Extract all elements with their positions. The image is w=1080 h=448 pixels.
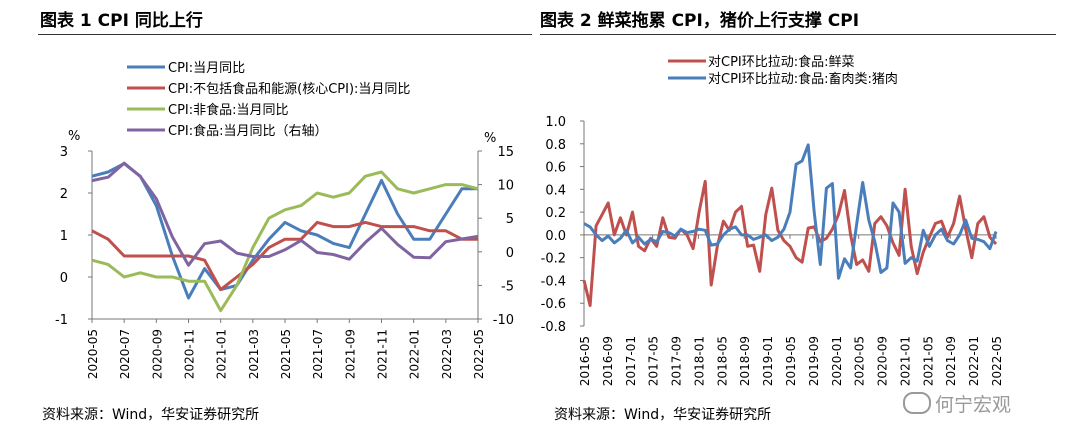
legend-label-1: CPI:当月同比 xyxy=(168,61,245,76)
x-tick-label: 2018-01 xyxy=(692,336,706,386)
series-line-2 xyxy=(91,220,478,292)
series-line-2 xyxy=(583,143,998,280)
left-chart-source: 资料来源：Wind，华安证券研究所 xyxy=(42,407,260,423)
x-tick-label: 2019-01 xyxy=(761,336,775,386)
x-tick-label: 2020-01 xyxy=(830,336,844,386)
y-tick-label: -0.8 xyxy=(541,320,566,335)
y-tick-label: -0.2 xyxy=(541,252,566,267)
left-y-tick-label: 1 xyxy=(60,229,68,244)
right-y-unit-label: % xyxy=(484,131,496,146)
x-tick-label: 2017-09 xyxy=(670,336,684,386)
right-y-tick-label: -10 xyxy=(493,313,514,328)
right-y-tick-label: 15 xyxy=(497,145,514,160)
legend-label-1: 对CPI环比拉动:食品:鲜菜 xyxy=(708,54,855,70)
right-chart-title: 图表 2 鲜菜拖累 CPI，猪价上行支撑 CPI xyxy=(540,11,860,31)
y-tick-label: -0.6 xyxy=(541,297,566,312)
x-tick-label: 2019-05 xyxy=(784,336,798,386)
watermark-text: 何宁宏观 xyxy=(935,394,1012,416)
legend-label-3: CPI:非食品:当月同比 xyxy=(168,102,289,118)
right-y-tick-label: -5 xyxy=(501,279,514,294)
x-tick-label: 2016-09 xyxy=(601,336,615,386)
x-tick-label: 2018-05 xyxy=(715,336,729,386)
x-tick-label: 2022-01 xyxy=(408,329,422,379)
x-tick-label: 2019-09 xyxy=(807,336,821,386)
right-y-tick-label: 5 xyxy=(506,212,514,227)
x-tick-label: 2020-09 xyxy=(150,329,164,379)
x-tick-label: 2017-01 xyxy=(624,336,638,386)
right-y-tick-label: 0 xyxy=(506,246,514,261)
x-tick-label: 2022-05 xyxy=(472,329,486,379)
x-tick-label: 2021-05 xyxy=(279,329,293,379)
x-tick-label: 2022-01 xyxy=(967,336,981,386)
left-chart-panel: 图表 1 CPI 同比上行 -1 0 1 2 3 -10 -5 0 5 10 15%% 2020-05… xyxy=(0,0,535,448)
y-tick-label: 0.2 xyxy=(545,206,566,221)
x-tick-label: 2021-09 xyxy=(944,336,958,386)
series-line-4 xyxy=(91,161,479,267)
left-y-tick-label: -1 xyxy=(55,313,68,328)
left-title-rule xyxy=(38,34,532,35)
right-chart-source: 资料来源：Wind，华安证券研究所 xyxy=(554,407,772,423)
y-tick-label: 0.6 xyxy=(545,161,566,176)
watermark: 何宁宏观 xyxy=(903,390,1011,417)
x-tick-label: 2020-05 xyxy=(86,329,100,379)
x-tick-label: 2016-05 xyxy=(578,336,592,386)
left-y-tick-label: 3 xyxy=(60,145,68,160)
x-tick-label: 2022-05 xyxy=(990,336,1004,386)
right-title-rule xyxy=(540,34,1056,35)
x-tick-label: 2017-05 xyxy=(647,336,661,386)
wechat-icon xyxy=(903,392,931,414)
left-y-tick-label: 0 xyxy=(60,271,68,286)
left-y-tick-label: 2 xyxy=(60,187,68,202)
x-tick-label: 2022-03 xyxy=(440,329,454,379)
series-line-1 xyxy=(91,162,478,300)
right-y-tick-label: 10 xyxy=(497,179,514,194)
x-tick-label: 2021-07 xyxy=(311,329,325,379)
x-tick-label: 2021-01 xyxy=(898,336,912,386)
series-line-3 xyxy=(91,170,479,313)
left-chart-title: 图表 1 CPI 同比上行 xyxy=(40,11,203,31)
x-tick-label: 2018-09 xyxy=(738,336,752,386)
x-tick-label: 2020-05 xyxy=(853,336,867,386)
x-tick-label: 2021-09 xyxy=(343,329,357,379)
y-tick-label: 0.8 xyxy=(545,138,566,153)
y-tick-label: 0.4 xyxy=(545,183,566,198)
x-tick-label: 2021-11 xyxy=(376,329,390,379)
x-tick-label: 2021-03 xyxy=(247,329,261,379)
x-tick-label: 2021-05 xyxy=(921,336,935,386)
legend-label-4: CPI:食品:当月同比（右轴） xyxy=(168,123,328,139)
y-tick-label: 1.0 xyxy=(545,115,566,130)
x-tick-label: 2020-07 xyxy=(118,329,132,379)
legend-label-2: CPI:不包括食品和能源(核心CPI):当月同比 xyxy=(168,81,410,97)
y-tick-label: 0.0 xyxy=(545,229,566,244)
legend-label-2: 对CPI环比拉动:食品:畜肉类:猪肉 xyxy=(708,71,898,87)
x-tick-label: 2020-09 xyxy=(876,336,890,386)
left-y-unit-label: % xyxy=(68,129,80,144)
right-chart-svg: -0.8 -0.6 -0.4 -0.2 0.0 0.2 0.4 0.6 0.8 1.0 2016-0… xyxy=(541,54,1004,386)
x-tick-label: 2021-01 xyxy=(215,329,229,379)
right-chart-panel: 图表 2 鲜菜拖累 CPI，猪价上行支撑 CPI -0.8 -0.6 -0.4 -0.… xyxy=(540,0,1080,448)
y-tick-label: -0.4 xyxy=(541,274,566,289)
x-tick-label: 2020-11 xyxy=(183,329,197,379)
